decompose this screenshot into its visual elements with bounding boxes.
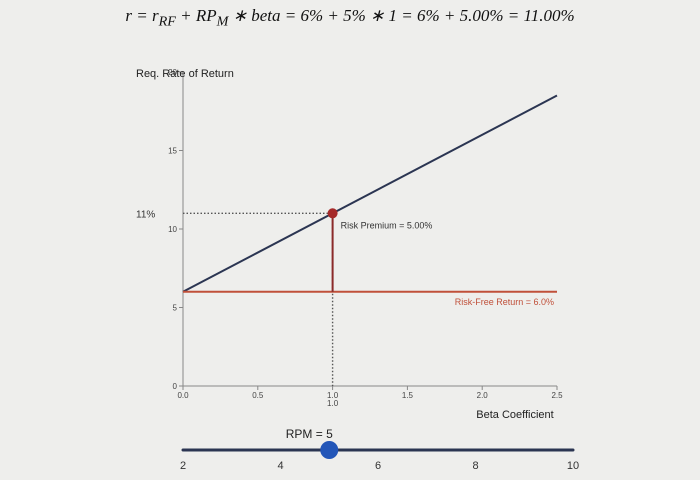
chart-labels: Req. Rate of Return Beta Coefficient 11% Ri… bbox=[136, 68, 554, 421]
sml-line bbox=[182, 94, 558, 293]
chart-marks bbox=[182, 94, 558, 386]
y-tick-label: 10 bbox=[168, 225, 177, 234]
slider-tick-label: 6 bbox=[375, 460, 381, 472]
formula-plus: + bbox=[175, 6, 196, 25]
x-tick-label: 0.0 bbox=[177, 391, 189, 400]
slider-tick-label: 2 bbox=[180, 460, 186, 472]
risk-premium-label: Risk Premium = 5.00% bbox=[341, 220, 433, 230]
formula-rrf: r bbox=[151, 6, 159, 25]
y-tick-label: 20 bbox=[168, 68, 177, 77]
slider-value-label: RPM = 5 bbox=[286, 427, 333, 441]
x-tick-label: 1.0 bbox=[327, 391, 339, 400]
slider-tick-label: 4 bbox=[277, 460, 283, 472]
formula-rp: RP bbox=[195, 6, 217, 25]
x-tick-label: 2.5 bbox=[551, 391, 563, 400]
y-tick-label: 5 bbox=[173, 304, 178, 313]
y-tick-label: 15 bbox=[168, 147, 177, 156]
required-return-point bbox=[327, 208, 338, 219]
slider-handle[interactable] bbox=[320, 441, 339, 459]
y-marker-label: 11% bbox=[136, 209, 155, 220]
formula: r = rRF + RPM ∗ beta = 6% + 5% ∗ 1 = 6% … bbox=[0, 6, 700, 30]
slider-tick-label: 8 bbox=[472, 460, 478, 472]
y-tick-label: 0 bbox=[173, 382, 178, 391]
chart-axes: 0 5 10 15 20 0.0 0.5 1.0 1.5 2.0 2.5 1.0 bbox=[168, 68, 563, 408]
rpm-slider[interactable]: 2 4 6 8 10 RPM = 5 bbox=[180, 427, 579, 472]
x-tick-label: 0.5 bbox=[252, 391, 264, 400]
formula-eq: = bbox=[131, 6, 152, 25]
formula-rp-sub: M bbox=[216, 13, 229, 30]
formula-r: r bbox=[125, 6, 132, 25]
x-axis-label: Beta Coefficient bbox=[476, 409, 553, 421]
formula-rest: ∗ beta = 6% + 5% ∗ 1 = 6% + 5.00% = 11.0… bbox=[228, 6, 575, 25]
formula-rrf-sub: RF bbox=[158, 13, 176, 30]
x-tick-label-extra: 1.0 bbox=[327, 399, 339, 408]
x-tick-label: 2.0 bbox=[477, 391, 489, 400]
slider-tick-label: 10 bbox=[567, 460, 579, 472]
x-tick-label: 1.5 bbox=[402, 391, 414, 400]
risk-free-label: Risk-Free Return = 6.0% bbox=[455, 297, 554, 307]
y-axis-label: Req. Rate of Return bbox=[136, 68, 234, 80]
